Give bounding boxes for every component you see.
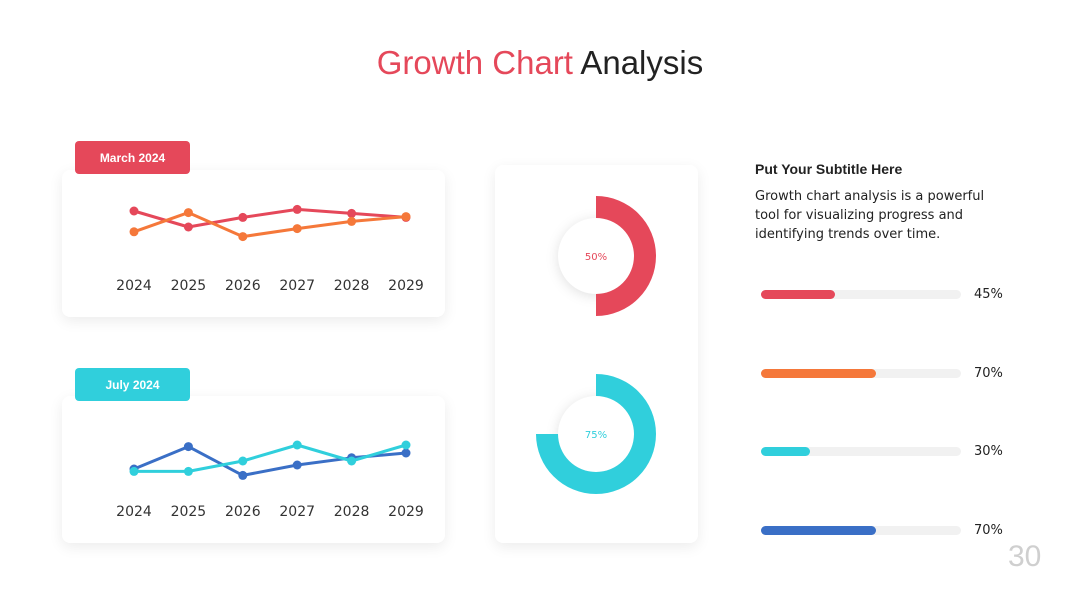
data-point [183,222,193,232]
progress-fill [761,526,876,535]
description: Growth chart analysis is a powerful tool… [755,189,985,242]
progress-fill [761,369,876,378]
data-point [401,440,411,450]
data-point [183,442,193,452]
x-tick-label: 2025 [171,278,207,294]
data-point [238,212,248,222]
x-tick-label: 2029 [388,504,424,520]
chart-1-tag: March 2024 [75,141,190,174]
donut-chart-50: 50% [558,196,656,316]
data-point [347,216,357,226]
data-point [347,456,357,466]
line-chart-card-2 [62,396,445,543]
donut-value-label: 75% [585,430,607,441]
progress-label-3: 30% [974,444,1003,459]
x-tick-label: 2024 [116,504,152,520]
title-accent: Growth Chart [376,44,573,81]
title-rest: Analysis [580,44,704,81]
donut-slice [596,196,656,316]
data-point [292,460,302,470]
series-line-1 [133,207,407,229]
data-point [292,440,302,450]
data-point [183,208,193,218]
progress-bar-4 [761,526,961,535]
line-chart-card-1 [62,170,445,317]
donut-chart-75: 75% [536,374,656,494]
x-tick-label: 2028 [334,504,370,520]
x-tick-label: 2027 [279,278,315,294]
page-title: Growth Chart Analysis [0,44,1080,82]
x-tick-label: 2029 [388,278,424,294]
progress-bar-2 [761,369,961,378]
subtitle: Put Your Subtitle Here [755,161,903,177]
data-point [129,466,139,476]
data-point [292,204,302,214]
chart-2-tag: July 2024 [75,368,190,401]
data-point [238,232,248,242]
donut-hole [558,396,634,472]
progress-fill [761,290,835,299]
x-tick-label: 2026 [225,504,261,520]
data-point [129,206,139,216]
progress-fill [761,447,811,456]
x-tick-label: 2028 [334,278,370,294]
data-point [238,456,248,466]
donut-hole [558,218,634,294]
progress-bar-1 [761,290,961,299]
progress-label-1: 45% [974,287,1003,302]
x-tick-label: 2027 [279,504,315,520]
data-point [401,448,411,458]
series-line-2 [133,211,407,239]
line-chart-1: 2024 2025 2026 2027 2028 2029 [116,204,424,294]
progress-bar-3 [761,447,961,456]
data-point [292,224,302,234]
x-tick-label: 2026 [225,278,261,294]
page-number: 30 [1008,540,1042,573]
x-tick-label: 2025 [171,504,207,520]
data-point [401,212,411,222]
data-point [238,470,248,480]
donut-value-label: 50% [585,252,607,263]
data-point [129,227,139,237]
line-chart-2: 2024 2025 2026 2027 2028 2029 [116,440,424,520]
data-point [183,466,193,476]
donut-slice [536,374,656,494]
progress-label-2: 70% [974,366,1003,381]
progress-label-4: 70% [974,523,1003,538]
series-line-2 [134,443,407,473]
data-point [347,208,357,218]
x-tick-label: 2024 [116,278,152,294]
